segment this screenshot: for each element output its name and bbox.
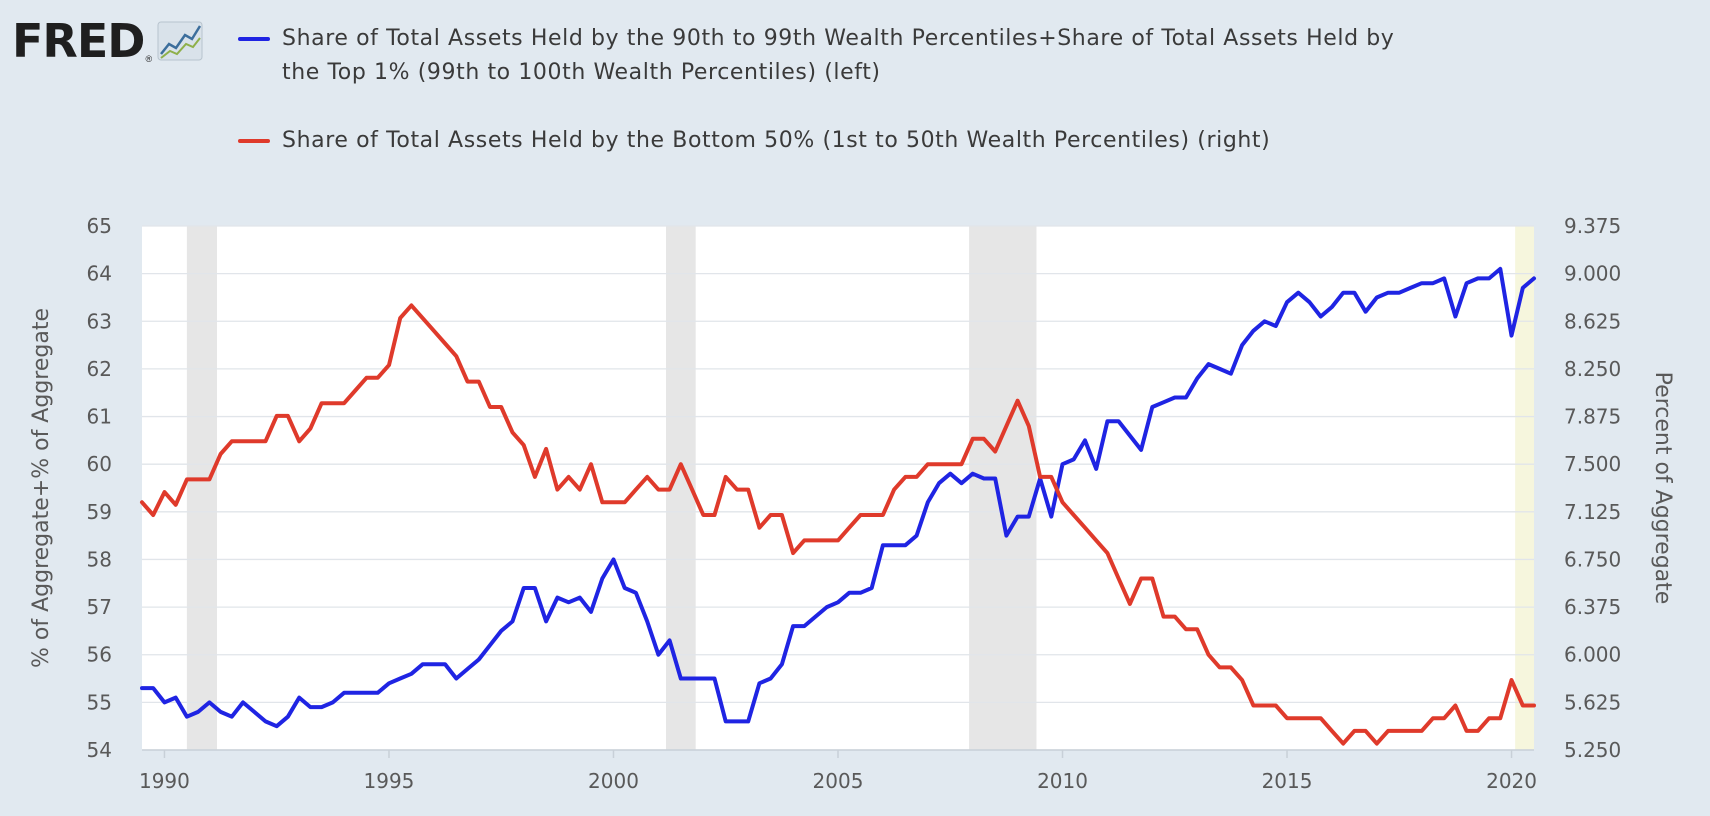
legend-label: Share of Total Assets Held by the Bottom… <box>282 128 1271 153</box>
legend-swatch-red <box>238 139 270 143</box>
x-tick-label: 2005 <box>813 769 864 793</box>
legend-item-bottom-50-percent[interactable]: Share of Total Assets Held by the Bottom… <box>238 124 1438 158</box>
y-right-tick-label: 7.125 <box>1564 500 1621 524</box>
recession-band <box>186 226 217 750</box>
legend-label: Share of Total Assets Held by the 90th t… <box>282 26 1395 85</box>
y-left-tick-label: 63 <box>87 309 112 333</box>
y-left-tick-label: 58 <box>87 547 112 571</box>
y-left-tick-label: 62 <box>87 357 112 381</box>
y-right-tick-label: 7.875 <box>1564 405 1621 429</box>
y-right-tick-label: 8.250 <box>1564 357 1621 381</box>
x-tick-label: 2020 <box>1486 769 1537 793</box>
y-right-tick-label: 6.750 <box>1564 547 1621 571</box>
y-left-axis-title: % of Aggregate+% of Aggregate <box>29 308 54 668</box>
x-tick-label: 1995 <box>364 769 415 793</box>
y-left-tick-label: 65 <box>87 214 112 238</box>
y-left-tick-label: 64 <box>87 262 112 286</box>
y-right-tick-label: 9.375 <box>1564 214 1621 238</box>
recession-band <box>1515 226 1534 750</box>
x-tick-label: 2000 <box>588 769 639 793</box>
y-left-tick-label: 60 <box>87 452 112 476</box>
x-tick-label: 2015 <box>1262 769 1313 793</box>
legend-swatch-blue <box>238 37 270 41</box>
recession-band <box>969 226 1037 750</box>
y-left-tick-label: 56 <box>87 643 112 667</box>
fred-logo[interactable]: FRED ® <box>12 18 204 64</box>
x-tick-label: 2010 <box>1037 769 1088 793</box>
fred-logo-text: FRED <box>12 14 145 68</box>
y-right-tick-label: 6.000 <box>1564 643 1621 667</box>
y-right-tick-label: 8.625 <box>1564 309 1621 333</box>
legend-item-top-10-percent[interactable]: Share of Total Assets Held by the 90th t… <box>238 22 1438 90</box>
fred-chart-icon <box>157 21 203 61</box>
y-right-tick-label: 6.375 <box>1564 595 1621 619</box>
plot-area <box>142 226 1534 750</box>
y-left-tick-label: 59 <box>87 500 112 524</box>
y-left-tick-label: 55 <box>87 690 112 714</box>
x-tick-label: 1990 <box>139 769 190 793</box>
y-right-tick-label: 7.500 <box>1564 452 1621 476</box>
y-right-tick-label: 5.250 <box>1564 738 1621 762</box>
y-left-tick-label: 61 <box>87 405 112 429</box>
y-right-tick-label: 9.000 <box>1564 262 1621 286</box>
y-left-tick-label: 57 <box>87 595 112 619</box>
y-right-tick-label: 5.625 <box>1564 690 1621 714</box>
series-line-top-10-percent <box>140 266 1536 729</box>
y-right-axis-title: Percent of Aggregate <box>1650 372 1675 605</box>
series-line-bottom-50-percent <box>140 303 1536 746</box>
registered-mark: ® <box>145 54 153 64</box>
y-left-tick-label: 54 <box>87 738 112 762</box>
